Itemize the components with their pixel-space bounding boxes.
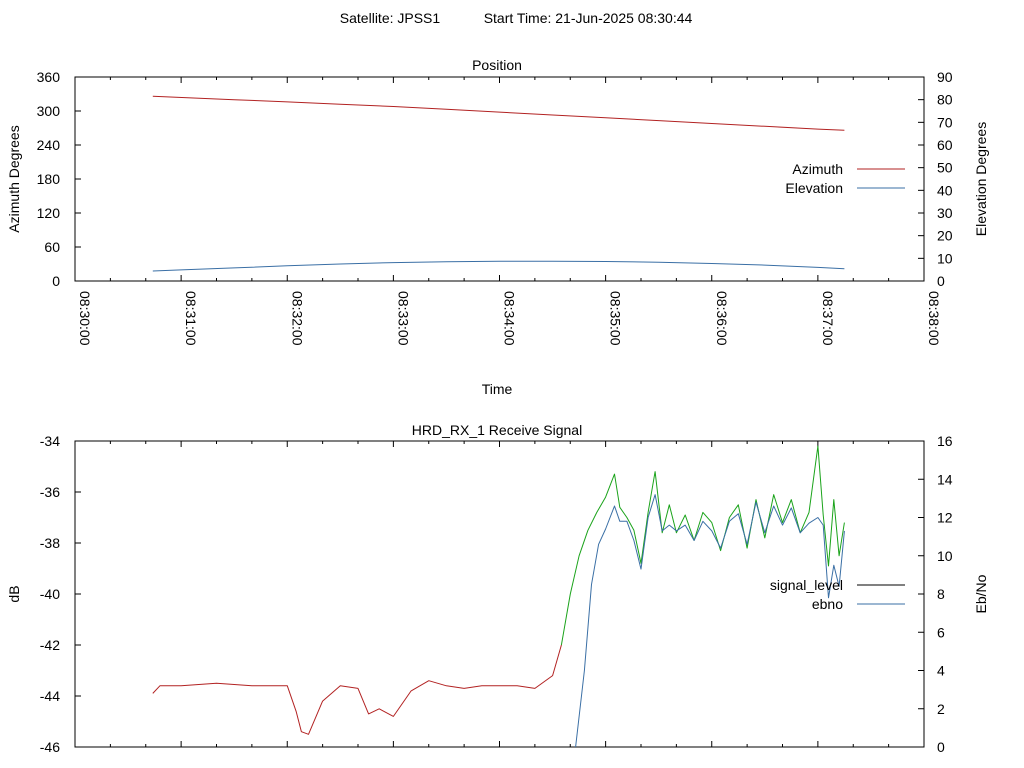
signal-plot-frame [74,440,925,748]
right-tick-label: 14 [937,471,953,487]
legend-ebno-label: ebno [812,596,843,612]
elevation-series-line [152,260,845,272]
left-tick-label: -44 [40,688,60,704]
position-series [152,95,845,272]
left-tick-label: 120 [37,205,61,221]
right-tick-label: 8 [937,586,945,602]
signal-level-series-line [152,644,562,735]
x-tick-label: 08:34:00 [502,291,518,346]
signal-chart-title: HRD_RX_1 Receive Signal [412,422,582,438]
left-tick-label: -42 [40,637,60,653]
right-tick-label: 10 [937,548,953,564]
right-tick-label: 4 [937,663,945,679]
right-tick-label: 0 [937,739,945,755]
azimuth-axis-label: Azimuth Degrees [6,125,22,232]
position-chart-title: Position [472,57,522,73]
ebno-series-line [575,494,845,748]
x-tick-label: 08:33:00 [395,291,411,346]
right-tick-label: 90 [937,69,953,85]
position-right-ticks: 0 10 20 30 40 50 60 70 80 90 [918,69,953,289]
position-plot-frame [74,76,925,282]
position-chart: Position 0 60 120 180 240 300 360 0 10 20 30 40 50 6… [6,57,989,397]
right-tick-label: 0 [937,273,945,289]
start-time-label: Start Time: 21-Jun-2025 08:30:44 [484,10,693,26]
left-tick-label: 240 [37,137,61,153]
x-tick-label: 08:37:00 [820,291,836,346]
signal-chart: HRD_RX_1 Receive Signal -34-36-38-40-42-… [6,422,989,755]
x-tick-label: 08:36:00 [714,291,730,346]
left-tick-label: 180 [37,171,61,187]
right-tick-label: 40 [937,182,953,198]
legend-elevation-label: Elevation [785,180,843,196]
time-axis-label: Time [482,381,513,397]
position-x-ticks: 08:30:00 08:31:00 08:32:00 08:33:00 08:34:00… [74,77,942,346]
right-tick-label: 10 [937,250,953,266]
left-tick-label: -46 [40,739,60,755]
signal-level-locked-series-line [560,445,845,646]
x-tick-label: 08:31:00 [183,291,199,346]
elevation-axis-label: Elevation Degrees [973,122,989,236]
x-tick-label: 08:30:00 [77,291,93,346]
signal-legend: signal_level ebno [770,577,905,612]
right-tick-label: 70 [937,114,953,130]
signal-series [152,445,845,748]
left-tick-label: -34 [40,433,60,449]
satellite-label: Satellite: JPSS1 [340,10,441,26]
position-legend: Azimuth Elevation [785,161,905,196]
left-tick-label: 60 [44,239,60,255]
left-tick-label: 0 [52,273,60,289]
right-tick-label: 2 [937,701,945,717]
right-tick-label: 50 [937,160,953,176]
ebno-axis-label: Eb/No [973,574,989,613]
azimuth-series-line [152,95,845,131]
legend-azimuth-label: Azimuth [792,161,843,177]
x-tick-label: 08:35:00 [608,291,624,346]
right-tick-label: 12 [937,510,953,526]
right-tick-label: 60 [937,137,953,153]
left-tick-label: 300 [37,103,61,119]
x-tick-label: 08:38:00 [926,291,942,346]
right-tick-label: 6 [937,624,945,640]
left-tick-label: -40 [40,586,60,602]
signal-x-ticks [74,441,925,747]
right-tick-label: 30 [937,205,953,221]
right-tick-label: 16 [937,433,953,449]
right-tick-label: 80 [937,92,953,108]
right-tick-label: 20 [937,228,953,244]
left-tick-label: -36 [40,484,60,500]
signal-right-ticks: 0 2 4 6 8 10 12 14 16 [918,433,953,755]
x-tick-label: 08:32:00 [289,291,305,346]
left-tick-label: -38 [40,535,60,551]
db-axis-label: dB [6,585,22,602]
signal-left-ticks: -34 -36 -38 -40 -42 -44 -46 [40,433,81,755]
position-left-ticks: 0 60 120 180 240 300 360 [37,69,81,289]
left-tick-label: 360 [37,69,61,85]
legend-signal-level-label: signal_level [770,577,843,593]
